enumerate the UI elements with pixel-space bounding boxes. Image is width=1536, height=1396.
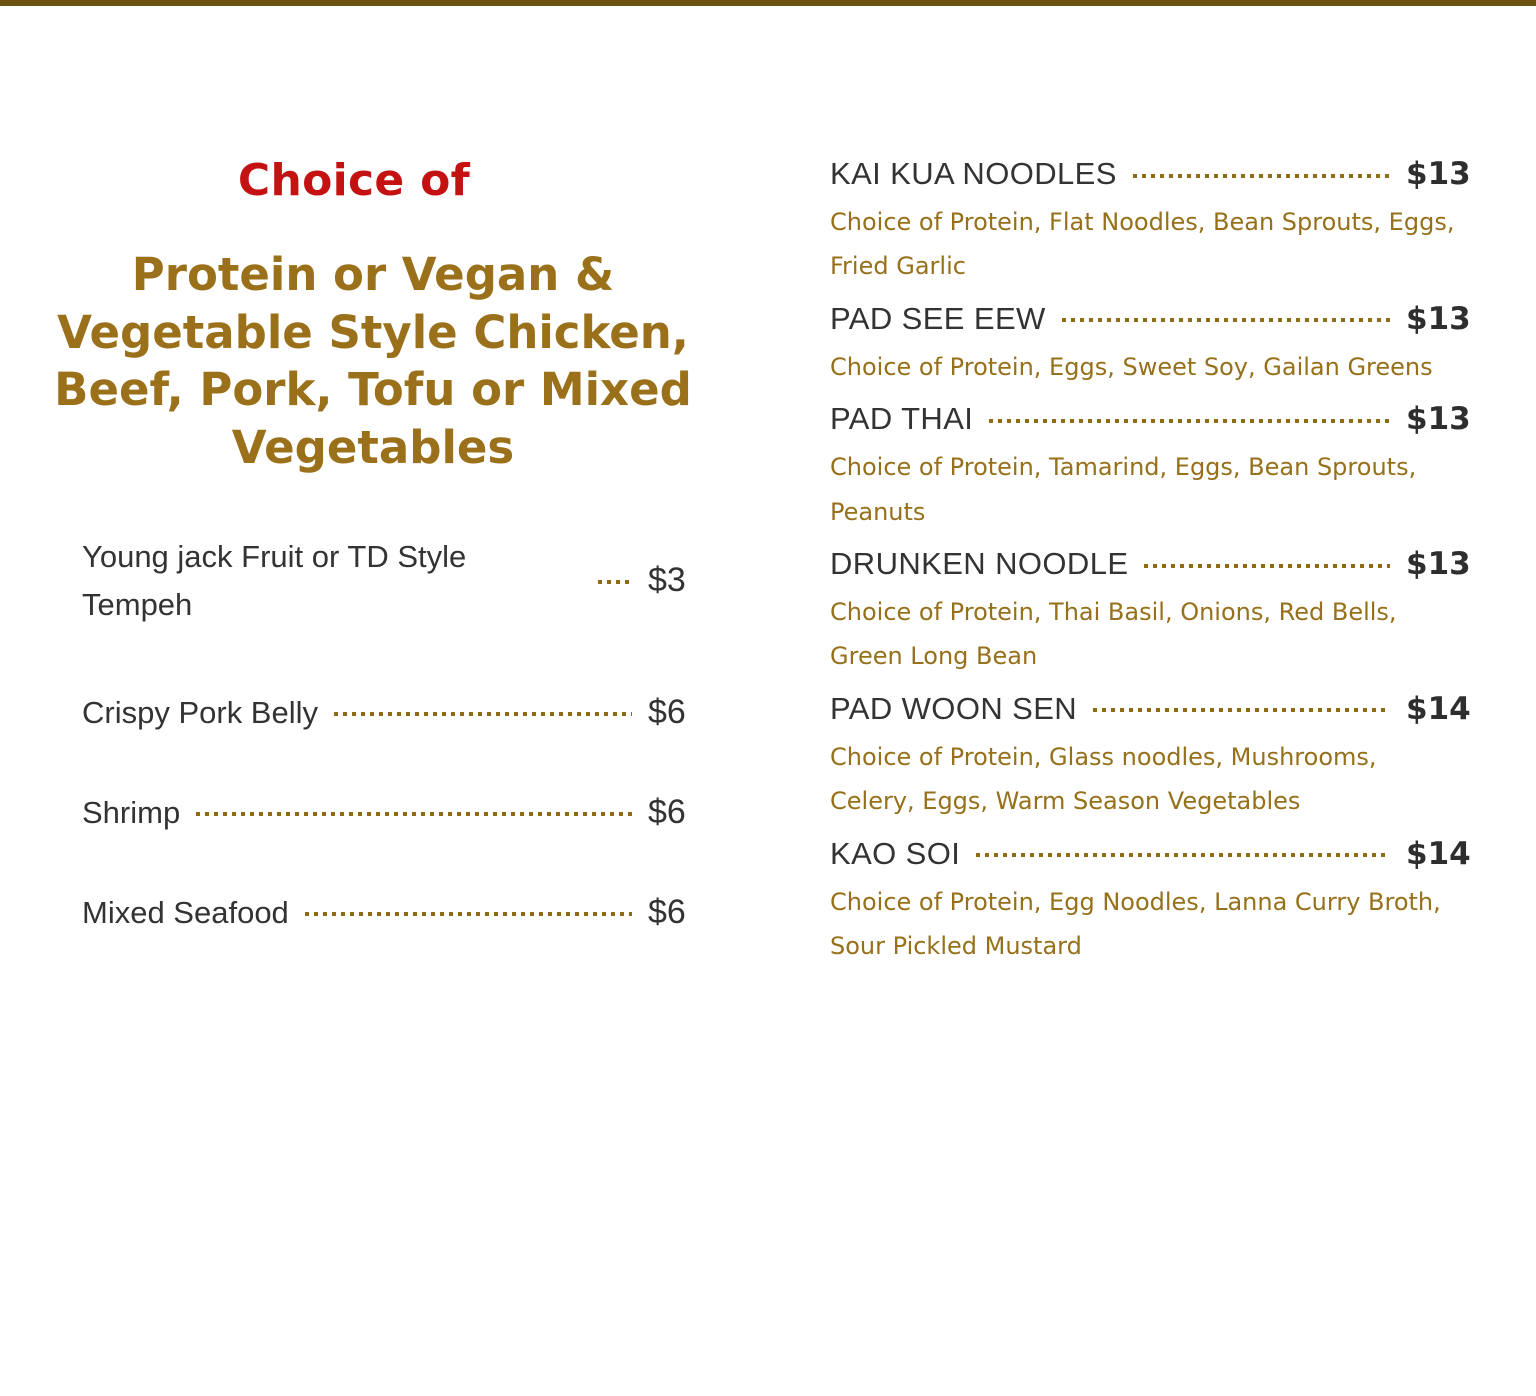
dish-name: PAD SEE EEW [830, 300, 1046, 336]
right-column: KAI KUA NOODLES $13 Choice of Protein, F… [768, 6, 1536, 978]
menu-page: Choice of Protein or Vegan & Vegetable S… [0, 6, 1536, 1396]
item-price: $6 [648, 893, 686, 932]
dotted-leader [598, 570, 632, 591]
dish-header: DRUNKEN NOODLE $13 [830, 544, 1490, 584]
item-price: $6 [648, 693, 686, 732]
dish-entry[interactable]: PAD WOON SEN $14 Choice of Protein, Glas… [830, 689, 1490, 824]
item-price: $6 [648, 793, 686, 832]
page-title-choice-of: Choice of [237, 155, 471, 206]
dish-entry[interactable]: DRUNKEN NOODLE $13 Choice of Protein, Th… [830, 544, 1490, 679]
dish-price: $13 [1406, 401, 1471, 438]
page-subtitle-protein-options: Protein or Vegan & Vegetable Style Chick… [54, 248, 692, 474]
dotted-leader [1093, 698, 1390, 719]
list-item[interactable]: Mixed Seafood $6 [82, 889, 728, 937]
dish-description: Choice of Protein, Thai Basil, Onions, R… [830, 597, 1397, 671]
list-item[interactable]: Shrimp $6 [82, 789, 728, 837]
dish-entry[interactable]: PAD SEE EEW $13 Choice of Protein, Eggs,… [830, 299, 1490, 389]
dish-price: $14 [1406, 835, 1471, 872]
dish-description: Choice of Protein, Egg Noodles, Lanna Cu… [830, 887, 1441, 960]
dish-header: PAD SEE EEW $13 [830, 299, 1490, 339]
protein-addon-list: Young jack Fruit or TD Style Tempeh $3 C… [0, 477, 768, 937]
dish-description: Choice of Protein, Eggs, Sweet Soy, Gail… [830, 352, 1433, 381]
dish-header: PAD WOON SEN $14 [830, 689, 1490, 729]
dotted-leader [1061, 308, 1390, 329]
dish-price: $13 [1406, 156, 1471, 192]
item-name: Young jack Fruit or TD Style Tempeh [82, 538, 467, 622]
left-column: Choice of Protein or Vegan & Vegetable S… [0, 6, 768, 989]
dish-description: Choice of Protein, Glass noodles, Mushro… [830, 742, 1377, 816]
dish-price: $13 [1406, 300, 1471, 337]
item-name: Crispy Pork Belly [82, 694, 318, 730]
dish-name: KAI KUA NOODLES [830, 156, 1117, 191]
dish-name: PAD THAI [830, 401, 974, 437]
dish-name: PAD WOON SEN [830, 690, 1078, 726]
dish-description: Choice of Protein, Flat Noodles, Bean Sp… [830, 208, 1455, 281]
item-name: Mixed Seafood [82, 894, 289, 930]
list-item[interactable]: Young jack Fruit or TD Style Tempeh $3 [82, 533, 728, 629]
dish-header: PAD THAI $13 [830, 399, 1490, 439]
dotted-leader [1144, 553, 1390, 574]
item-name: Shrimp [82, 794, 181, 830]
dotted-leader [334, 702, 632, 723]
dotted-leader [989, 409, 1390, 430]
dish-price: $13 [1406, 545, 1471, 582]
dish-entry[interactable]: KAO SOI $14 Choice of Protein, Egg Noodl… [830, 834, 1490, 969]
dotted-leader [196, 802, 632, 823]
dotted-leader [1132, 164, 1390, 184]
dotted-leader [976, 843, 1390, 864]
dish-price: $14 [1406, 690, 1471, 727]
list-item[interactable]: Crispy Pork Belly $6 [82, 689, 728, 737]
top-accent-bar [0, 0, 1536, 6]
dish-name: KAO SOI [830, 835, 961, 871]
dish-description: Choice of Protein, Tamarind, Eggs, Bean … [830, 453, 1417, 526]
item-price: $3 [648, 561, 686, 600]
dotted-leader [304, 902, 632, 923]
dish-header: KAO SOI $14 [830, 834, 1490, 874]
dish-entry[interactable]: PAD THAI $13 Choice of Protein, Tamarind… [830, 399, 1490, 534]
dish-header: KAI KUA NOODLES $13 [830, 154, 1490, 194]
dish-name: DRUNKEN NOODLE [830, 545, 1129, 581]
dish-entry[interactable]: KAI KUA NOODLES $13 Choice of Protein, F… [830, 154, 1490, 289]
